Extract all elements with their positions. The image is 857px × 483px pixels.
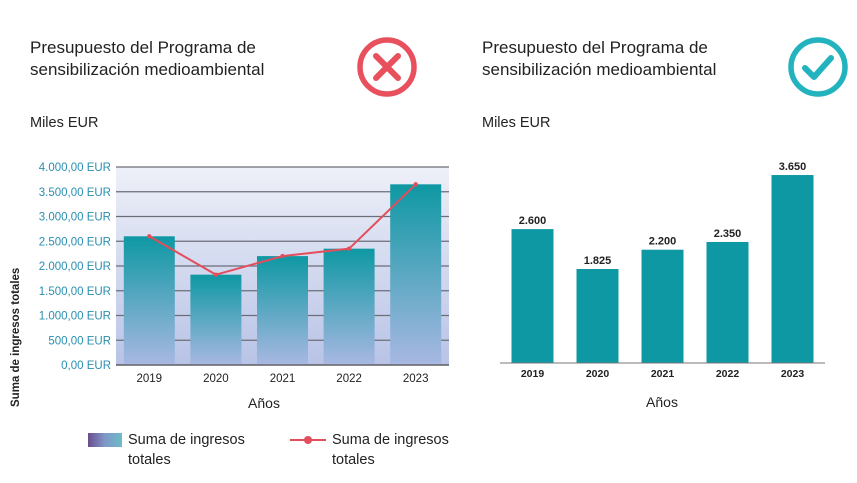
chart-legend: Suma de ingresos totales Suma de ingreso… — [88, 430, 472, 470]
right-data-label: 2.600 — [519, 215, 547, 227]
right-units-label: Miles EUR — [482, 115, 551, 131]
right-x-tick-label: 2023 — [781, 368, 805, 380]
right-x-axis-title: Años — [646, 394, 678, 410]
legend-item-line: Suma de ingresos totales — [290, 430, 472, 470]
left-y-tick-label: 500,00 EUR — [48, 335, 111, 347]
right-data-label: 1.825 — [584, 255, 612, 267]
left-bar — [123, 236, 175, 365]
right-bar — [511, 229, 554, 363]
left-y-axis-title: Suma de ingresos totales — [10, 268, 22, 407]
left-bar — [190, 274, 242, 365]
right-x-tick-label: 2019 — [521, 368, 545, 380]
left-x-axis-title: Años — [248, 395, 280, 411]
left-title-line-2: sensibilización medioambiental — [30, 60, 265, 79]
right-x-tick-label: 2021 — [651, 368, 675, 380]
right-data-label: 3.650 — [779, 161, 807, 173]
left-x-tick-label: 2019 — [137, 373, 163, 385]
right-bar — [576, 269, 619, 363]
right-title-line-2: sensibilización medioambiental — [482, 60, 717, 79]
legend-line-swatch — [290, 430, 326, 450]
right-chart-title: Presupuesto del Programa de sensibilizac… — [482, 37, 716, 81]
cross-icon — [357, 37, 417, 97]
legend-line-label: Suma de ingresos totales — [332, 432, 449, 468]
legend-bar-swatch — [88, 433, 122, 447]
left-x-tick-label: 2020 — [203, 373, 229, 385]
left-bar — [323, 248, 375, 365]
left-x-tick-label: 2023 — [403, 373, 429, 385]
right-x-tick-label: 2020 — [586, 368, 610, 380]
legend-item-bars: Suma de ingresos totales — [88, 430, 268, 470]
left-line-point — [213, 272, 219, 277]
left-y-tick-label: 0,00 EUR — [61, 360, 111, 372]
left-y-tick-label: 4.000,00 EUR — [39, 162, 111, 174]
right-x-tick-label: 2022 — [716, 368, 740, 380]
left-line-point — [147, 234, 152, 239]
left-bar — [390, 184, 442, 365]
left-y-tick-label: 1.000,00 EUR — [39, 311, 111, 323]
right-data-label: 2.200 — [649, 236, 677, 248]
left-y-tick-label: 1.500,00 EUR — [39, 286, 111, 298]
left-y-tick-label: 2.500,00 EUR — [39, 236, 111, 248]
right-bar — [641, 249, 684, 363]
right-title-line-1: Presupuesto del Programa de — [482, 38, 708, 57]
left-x-tick-label: 2021 — [270, 373, 296, 385]
left-x-tick-label: 2022 — [336, 373, 362, 385]
left-line-point — [413, 182, 418, 187]
checkmark-icon — [788, 37, 848, 97]
left-line-point — [280, 253, 285, 259]
left-title-line-1: Presupuesto del Programa de — [30, 38, 256, 57]
legend-bar-label: Suma de ingresos totales — [128, 432, 245, 468]
right-bar — [706, 241, 749, 363]
left-y-tick-label: 3.000,00 EUR — [39, 212, 111, 224]
right-bar — [771, 175, 814, 363]
left-units-label: Miles EUR — [30, 115, 99, 131]
left-bar-line-chart: 0,00 EUR 500,00 EUR 1.000,00 EUR 1.500,00 E… — [10, 162, 449, 411]
right-data-label: 2.350 — [714, 228, 742, 240]
left-bar — [257, 256, 308, 365]
left-y-tick-label: 2.000,00 EUR — [39, 261, 111, 273]
left-chart-title: Presupuesto del Programa de sensibilizac… — [30, 37, 264, 81]
right-bar-chart: 2.600 2019 1.825 2020 2.200 2021 2.350 2022 3.65… — [500, 161, 825, 410]
left-y-tick-label: 3.500,00 EUR — [39, 187, 111, 199]
left-line-point — [346, 246, 352, 251]
